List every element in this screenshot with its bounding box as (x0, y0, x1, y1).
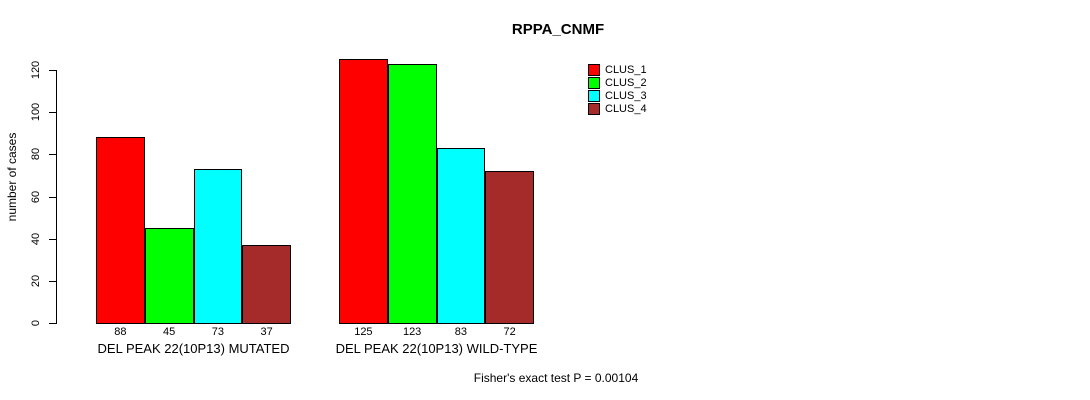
legend-label: CLUS_3 (605, 89, 647, 102)
legend-label: CLUS_1 (605, 63, 647, 76)
bar-value-label: 37 (260, 326, 273, 338)
y-tick-label: 80 (30, 148, 42, 161)
fisher-test-annotation: Fisher's exact test P = 0.00104 (473, 371, 639, 385)
y-tick-label: 20 (30, 274, 42, 287)
legend-item-clus_4: CLUS_4 (588, 102, 647, 115)
legend-swatch-icon (588, 102, 600, 115)
legend-label: CLUS_4 (605, 102, 647, 115)
bar-clus_2-group2 (387, 63, 437, 324)
y-tick-mark (49, 196, 56, 198)
y-axis-line (56, 70, 57, 324)
legend-label: CLUS_2 (605, 76, 647, 89)
legend-item-clus_1: CLUS_1 (588, 63, 647, 76)
legend-swatch-icon (588, 63, 600, 76)
bar-value-label: 45 (163, 326, 176, 338)
bar-value-label: 73 (211, 326, 224, 338)
bar-value-label: 125 (354, 326, 373, 338)
legend-item-clus_2: CLUS_2 (588, 76, 647, 89)
bar-clus_1-group2 (339, 59, 388, 324)
y-tick-label: 0 (30, 319, 42, 327)
group-label: DEL PEAK 22(10P13) MUTATED (97, 341, 290, 356)
y-tick-mark (49, 70, 56, 71)
bar-value-label: 83 (454, 326, 467, 338)
bar-clus_1-group1 (96, 137, 145, 324)
y-tick-mark (49, 112, 56, 114)
legend-swatch-icon (588, 76, 600, 89)
y-tick-label: 60 (30, 190, 42, 203)
y-tick-label: 40 (30, 232, 42, 245)
legend-swatch-icon (588, 89, 600, 102)
bar-clus_4-group2 (485, 171, 534, 324)
bar-clus_2-group1 (144, 228, 194, 324)
legend-item-clus_3: CLUS_3 (588, 89, 647, 102)
y-tick-mark (49, 280, 56, 282)
chart-title: RPPA_CNMF (511, 21, 605, 38)
y-tick-mark (49, 238, 56, 240)
y-tick-mark (49, 154, 56, 156)
bar-clus_3-group1 (193, 169, 243, 324)
y-tick-label: 120 (30, 60, 42, 80)
y-tick-mark (49, 323, 56, 324)
bar-value-label: 88 (114, 326, 127, 338)
bar-value-label: 72 (503, 326, 516, 338)
bar-clus_3-group2 (436, 148, 486, 324)
y-tick-label: 100 (30, 102, 42, 122)
bar-clus_4-group1 (242, 244, 291, 324)
legend: CLUS_1 CLUS_2 CLUS_3 CLUS_4 (588, 63, 647, 115)
bar-value-label: 123 (402, 326, 422, 338)
group-label: DEL PEAK 22(10P13) WILD-TYPE (335, 341, 538, 356)
y-axis-label: number of cases (5, 132, 19, 222)
